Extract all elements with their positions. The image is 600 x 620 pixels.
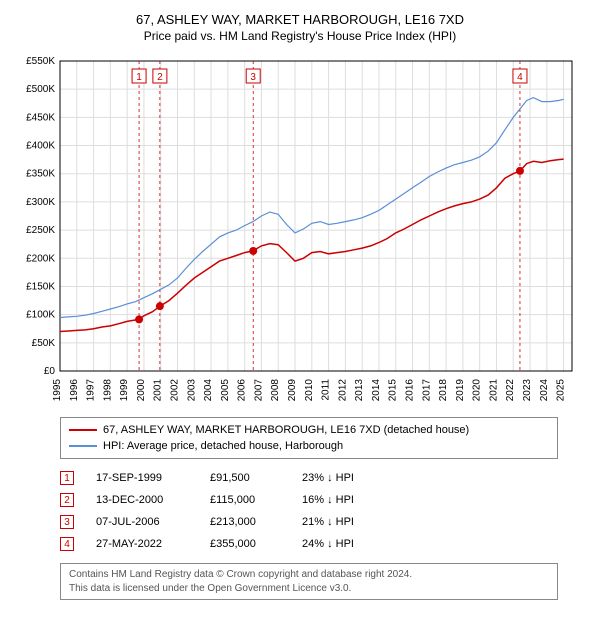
x-tick-label: 2019	[455, 379, 466, 402]
x-tick-label: 2008	[270, 379, 281, 402]
transaction-delta: 21% ↓ HPI	[302, 516, 392, 528]
footer-line2: This data is licensed under the Open Gov…	[69, 582, 549, 596]
x-tick-label: 2016	[405, 379, 416, 402]
footer-line1: Contains HM Land Registry data © Crown c…	[69, 568, 549, 582]
y-tick-label: £50K	[32, 338, 56, 349]
transaction-delta: 23% ↓ HPI	[302, 472, 392, 484]
x-tick-label: 2012	[337, 379, 348, 402]
x-tick-label: 2010	[304, 379, 315, 402]
x-tick-label: 1999	[119, 379, 130, 402]
x-tick-label: 2014	[371, 379, 382, 402]
transaction-date: 17-SEP-1999	[96, 472, 188, 484]
y-tick-label: £100K	[26, 310, 55, 321]
y-tick-label: £450K	[26, 112, 55, 123]
x-tick-label: 2004	[203, 379, 214, 402]
x-tick-label: 2023	[522, 379, 533, 402]
x-tick-label: 2020	[472, 379, 483, 402]
transaction-row: 4 27-MAY-2022 £355,000 24% ↓ HPI	[60, 533, 588, 555]
transaction-price: £115,000	[210, 494, 280, 506]
attribution-footer: Contains HM Land Registry data © Crown c…	[60, 563, 558, 600]
legend-label: HPI: Average price, detached house, Harb…	[103, 440, 343, 452]
y-tick-label: £500K	[26, 84, 55, 95]
x-tick-label: 2009	[287, 379, 298, 402]
transaction-date: 27-MAY-2022	[96, 538, 188, 550]
x-tick-label: 1997	[86, 379, 97, 402]
transaction-row: 2 13-DEC-2000 £115,000 16% ↓ HPI	[60, 489, 588, 511]
title-line1: 67, ASHLEY WAY, MARKET HARBOROUGH, LE16 …	[12, 12, 588, 27]
legend: 67, ASHLEY WAY, MARKET HARBOROUGH, LE16 …	[60, 417, 558, 459]
transaction-row: 3 07-JUL-2006 £213,000 21% ↓ HPI	[60, 511, 588, 533]
transaction-marker: 2	[60, 493, 74, 507]
x-tick-label: 2011	[321, 379, 332, 401]
legend-item: HPI: Average price, detached house, Harb…	[69, 438, 549, 454]
y-tick-label: £350K	[26, 169, 55, 180]
legend-item: 67, ASHLEY WAY, MARKET HARBOROUGH, LE16 …	[69, 422, 549, 438]
y-tick-label: £150K	[26, 281, 55, 292]
x-tick-label: 1996	[69, 379, 80, 402]
x-tick-label: 2002	[170, 379, 181, 402]
chart-titles: 67, ASHLEY WAY, MARKET HARBOROUGH, LE16 …	[12, 12, 588, 43]
x-tick-label: 1998	[102, 379, 113, 402]
x-tick-label: 2024	[539, 379, 550, 402]
transaction-marker: 3	[60, 515, 74, 529]
transaction-delta: 16% ↓ HPI	[302, 494, 392, 506]
x-tick-label: 2007	[253, 379, 264, 402]
transaction-price: £213,000	[210, 516, 280, 528]
transaction-date: 13-DEC-2000	[96, 494, 188, 506]
x-tick-label: 2017	[421, 379, 432, 402]
transaction-date: 07-JUL-2006	[96, 516, 188, 528]
transaction-row: 1 17-SEP-1999 £91,500 23% ↓ HPI	[60, 467, 588, 489]
price-chart: £0 £50K £100K £150K £200K £250K £300K £350K £400…	[12, 51, 588, 411]
transactions-table: 1 17-SEP-1999 £91,500 23% ↓ HPI 2 13-DEC-2000…	[60, 467, 588, 555]
legend-swatch	[69, 429, 97, 431]
event-marker-label: 1	[136, 72, 142, 83]
y-tick-label: £250K	[26, 225, 55, 236]
chart-area: £0 £50K £100K £150K £200K £250K £300K £350K £400…	[12, 51, 588, 411]
x-tick-label: 2003	[186, 379, 197, 402]
y-tick-label: £400K	[26, 141, 55, 152]
event-marker-label: 2	[157, 72, 163, 83]
x-tick-label: 2006	[237, 379, 248, 402]
y-tick-label: £300K	[26, 197, 55, 208]
x-tick-label: 2013	[354, 379, 365, 402]
x-tick-label: 2005	[220, 379, 231, 402]
x-tick-label: 2001	[153, 379, 164, 402]
transaction-price: £91,500	[210, 472, 280, 484]
x-tick-label: 2000	[136, 379, 147, 402]
x-tick-label: 2021	[488, 379, 499, 402]
y-tick-label: £550K	[26, 56, 55, 67]
y-tick-label: £200K	[26, 253, 55, 264]
x-tick-label: 2018	[438, 379, 449, 402]
transaction-price: £355,000	[210, 538, 280, 550]
x-tick-label: 2025	[556, 379, 567, 402]
x-tick-label: 1995	[52, 379, 63, 402]
event-marker-label: 3	[250, 72, 256, 83]
transaction-marker: 1	[60, 471, 74, 485]
y-tick-label: £0	[44, 366, 56, 377]
title-line2: Price paid vs. HM Land Registry's House …	[12, 29, 588, 43]
x-tick-label: 2015	[388, 379, 399, 402]
legend-swatch	[69, 445, 97, 447]
event-marker-label: 4	[517, 72, 523, 83]
legend-label: 67, ASHLEY WAY, MARKET HARBOROUGH, LE16 …	[103, 424, 469, 436]
x-tick-label: 2022	[505, 379, 516, 402]
transaction-delta: 24% ↓ HPI	[302, 538, 392, 550]
transaction-marker: 4	[60, 537, 74, 551]
